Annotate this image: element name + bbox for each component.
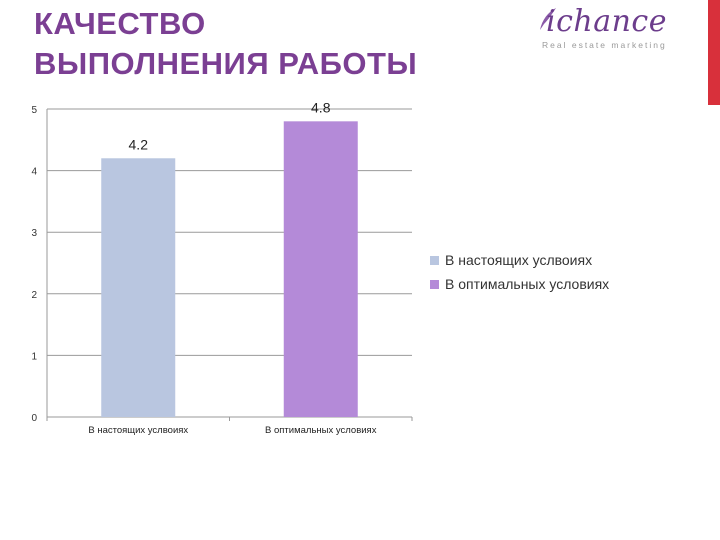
- data-label-2: 4.8: [311, 99, 331, 115]
- legend-item-optimal: В оптимальных условиях: [430, 272, 609, 296]
- slide-title: КАЧЕСТВО ВЫПОЛНЕНИЯ РАБОТЫ: [34, 4, 417, 83]
- legend-label-optimal: В оптимальных условиях: [445, 276, 610, 292]
- logo-tagline: Real estate marketing: [542, 40, 667, 50]
- y-tick-label: 1: [31, 351, 37, 362]
- accent-bar: [708, 0, 720, 105]
- chart-legend: В настоящих услвоиях В оптимальных услов…: [430, 248, 609, 296]
- category-label-1: В настоящих услвоиях: [88, 425, 188, 436]
- legend-swatch-optimal: [430, 279, 439, 289]
- y-tick-label: 3: [31, 228, 37, 239]
- y-tick-label: 0: [31, 413, 37, 424]
- data-label-1: 4.2: [129, 136, 149, 152]
- bar-1: [101, 158, 176, 417]
- y-tick-label: 2: [31, 290, 37, 301]
- y-tick-label: 4: [31, 167, 37, 178]
- ichance-logo: ichance Real estate marketing: [536, 4, 676, 52]
- slide-title-line-2: ВЫПОЛНЕНИЯ РАБОТЫ: [34, 45, 418, 81]
- bar-2: [283, 121, 358, 417]
- category-label-2: В оптимальных условиях: [265, 425, 377, 436]
- legend-label-current: В настоящих услвоиях: [445, 252, 593, 268]
- legend-item-current: В настоящих услвоиях: [430, 248, 609, 272]
- y-tick-label: 5: [31, 105, 37, 116]
- slide-title-line-1: КАЧЕСТВО: [34, 6, 206, 41]
- legend-swatch-current: [430, 255, 439, 265]
- feather-icon: [540, 8, 556, 30]
- logo-wordmark: ichance: [546, 4, 667, 39]
